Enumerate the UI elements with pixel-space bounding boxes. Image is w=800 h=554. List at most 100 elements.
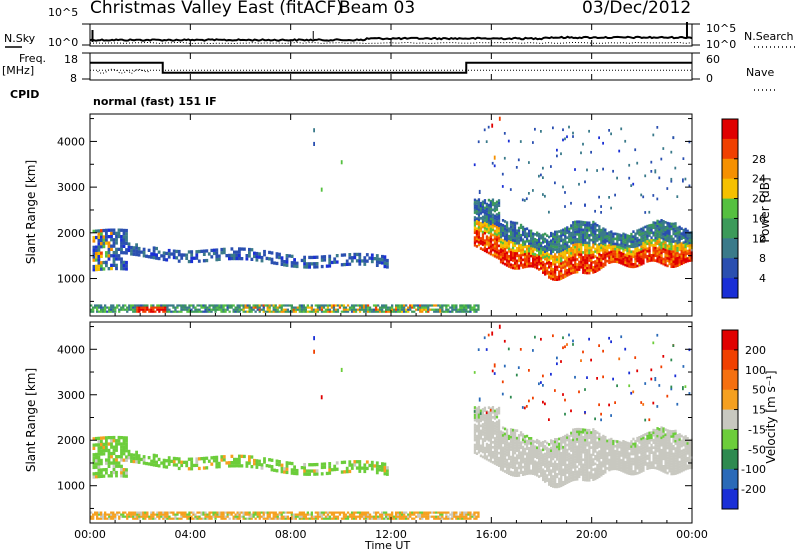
power-cell: [195, 250, 199, 254]
velocity-cell: [403, 515, 406, 518]
velocity-cell: [582, 448, 585, 452]
velocity-cell: [107, 455, 111, 459]
power-cell: [170, 310, 173, 313]
velocity-cell: [240, 454, 244, 458]
power-cell: [660, 219, 663, 222]
power-cell: [477, 140, 480, 144]
power-cell: [273, 261, 276, 265]
velocity-cell: [427, 511, 430, 514]
power-cell: [674, 166, 677, 170]
velocity-cell: [505, 453, 509, 457]
power-cell: [564, 232, 567, 236]
velocity-cell: [364, 517, 368, 520]
power-cell: [197, 259, 201, 263]
velocity-cell: [572, 448, 575, 452]
power-cell: [626, 259, 629, 263]
velocity-cell: [491, 433, 495, 437]
velocity-cell: [554, 448, 557, 451]
power-cell: [624, 241, 627, 244]
velocity-cell: [370, 464, 374, 468]
power-cell: [285, 254, 289, 258]
power-cell: [622, 247, 625, 251]
velocity-cell: [534, 470, 537, 474]
power-cell: [216, 304, 219, 307]
power-cell: [389, 310, 392, 313]
velocity-cell: [282, 515, 285, 518]
power-cell: [648, 246, 651, 250]
velocity-cell: [286, 517, 289, 520]
velocity-cell: [487, 446, 491, 450]
power-cell: [509, 238, 513, 241]
power-cell: [674, 264, 677, 268]
power-cell: [326, 308, 330, 311]
power-cell: [255, 255, 259, 259]
velocity-cell: [130, 459, 133, 463]
power-cell: [678, 248, 681, 252]
power-cell: [165, 258, 169, 262]
power-cell: [497, 239, 501, 243]
power-cell: [622, 240, 625, 243]
power-cell: [314, 308, 317, 311]
power-cell: [120, 267, 123, 271]
velocity-cell: [174, 515, 177, 518]
power-cell: [517, 266, 521, 270]
velocity-cell: [218, 511, 221, 514]
velocity-cell: [511, 473, 515, 477]
power-cell: [96, 310, 99, 313]
power-cell: [513, 254, 517, 258]
power-cell: [646, 239, 649, 243]
velocity-cell: [112, 448, 116, 452]
power-cell: [110, 263, 113, 267]
power-cell: [188, 310, 191, 313]
velocity-cell: [515, 446, 519, 450]
power-cell: [423, 308, 426, 311]
power-cell: [534, 253, 537, 256]
power-cell: [680, 227, 683, 230]
power-cell: [634, 240, 637, 243]
power-cell: [485, 242, 489, 246]
power-cell: [584, 233, 587, 237]
velocity-cell: [485, 420, 489, 423]
velocity-cell: [532, 447, 535, 450]
power-cell: [578, 260, 581, 264]
power-cell: [596, 264, 599, 267]
power-cell: [582, 258, 585, 262]
velocity-cell: [556, 485, 559, 489]
power-cell: [654, 251, 657, 255]
velocity-cell: [576, 470, 579, 474]
velocity-cell: [195, 460, 199, 464]
power-cell: [124, 308, 127, 311]
velocity-cell: [534, 452, 537, 456]
velocity-cell: [528, 449, 531, 453]
power-cell: [558, 272, 561, 276]
velocity-cell: [215, 458, 219, 463]
velocity-cell: [507, 472, 511, 475]
velocity-cell: [100, 458, 103, 463]
power-cell: [513, 239, 517, 242]
power-cell: [489, 245, 493, 248]
velocity-cell: [483, 336, 486, 340]
velocity-cell: [170, 459, 174, 463]
velocity-cell: [375, 464, 379, 468]
power-cell: [650, 170, 653, 173]
velocity-cell: [582, 468, 585, 472]
velocity-cell: [572, 446, 575, 449]
velocity-cell: [491, 416, 495, 419]
power-cell: [614, 255, 617, 258]
velocity-cell: [596, 468, 599, 472]
power-cell: [511, 226, 515, 230]
power-cell: [167, 255, 171, 259]
velocity-cell: [385, 517, 388, 520]
velocity-cell: [403, 511, 406, 514]
power-cell: [530, 254, 533, 258]
power-cell: [676, 229, 679, 232]
velocity-cell: [272, 511, 275, 514]
velocity-cell: [160, 513, 163, 516]
power-cell: [576, 263, 579, 266]
velocity-cell: [580, 468, 583, 471]
power-cell: [125, 232, 128, 236]
velocity-cell: [600, 466, 603, 469]
velocity-cell: [330, 468, 334, 472]
velocity-cell: [395, 517, 398, 520]
power-cell: [515, 229, 519, 233]
